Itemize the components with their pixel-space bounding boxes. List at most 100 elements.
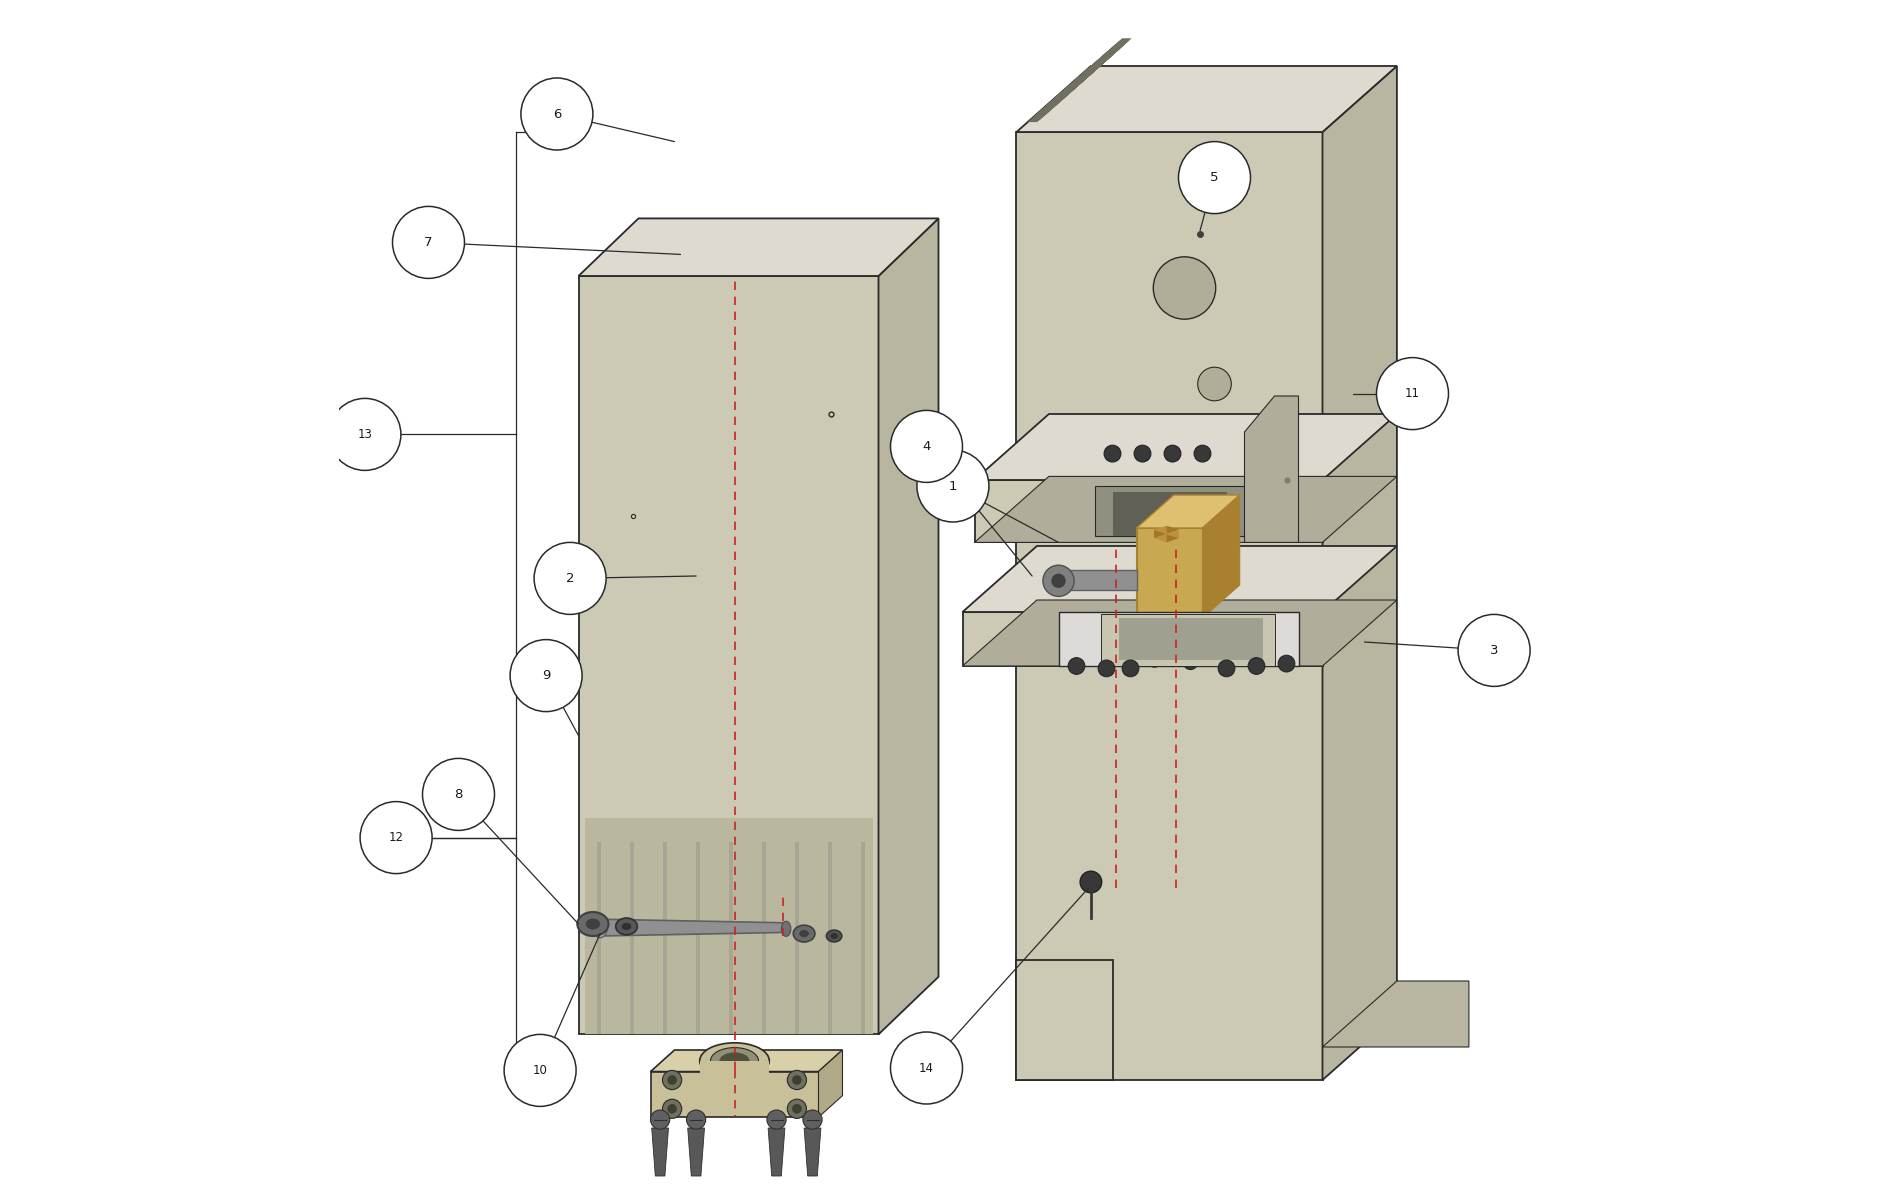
Polygon shape [1059,612,1299,666]
Polygon shape [644,818,651,1034]
Circle shape [1051,574,1066,588]
Polygon shape [1072,54,1115,84]
Circle shape [1458,614,1530,686]
Text: 1: 1 [948,480,957,492]
Polygon shape [1323,982,1470,1046]
Circle shape [1256,653,1269,667]
Polygon shape [584,818,873,1034]
Polygon shape [768,1128,785,1176]
Polygon shape [1062,61,1106,91]
Text: 7: 7 [424,236,434,248]
Polygon shape [1064,570,1136,590]
Ellipse shape [826,930,843,942]
Polygon shape [1085,41,1128,71]
Polygon shape [603,818,608,1034]
Polygon shape [1136,528,1203,618]
Circle shape [1220,655,1233,670]
Circle shape [522,78,593,150]
Text: 13: 13 [357,428,372,440]
Polygon shape [1094,486,1244,536]
Circle shape [1079,871,1102,893]
Polygon shape [1047,74,1091,104]
Circle shape [916,450,989,522]
Polygon shape [770,818,777,1034]
Circle shape [663,1070,681,1090]
Circle shape [1152,257,1216,319]
Circle shape [1068,658,1085,674]
Polygon shape [1203,494,1239,618]
Text: 5: 5 [1211,172,1218,184]
Polygon shape [1083,43,1126,73]
Circle shape [1218,660,1235,677]
Circle shape [786,1099,807,1118]
Polygon shape [794,842,800,1034]
Ellipse shape [781,922,790,936]
Circle shape [668,1075,678,1085]
Polygon shape [1154,529,1166,538]
Polygon shape [1068,56,1111,86]
Circle shape [1183,655,1198,670]
Circle shape [360,802,432,874]
Polygon shape [1017,132,1323,1080]
Circle shape [328,398,402,470]
Polygon shape [1166,534,1179,542]
Polygon shape [1051,72,1094,102]
Polygon shape [1042,79,1085,109]
Circle shape [535,542,606,614]
Polygon shape [728,818,734,1034]
Ellipse shape [593,918,608,937]
Polygon shape [1057,67,1100,96]
Circle shape [1248,658,1265,674]
Text: 3: 3 [1490,644,1498,656]
Polygon shape [974,476,1396,542]
Polygon shape [601,919,786,936]
Polygon shape [854,818,860,1034]
Polygon shape [1053,70,1096,98]
Circle shape [1098,660,1115,677]
Circle shape [786,1070,807,1090]
Ellipse shape [616,918,638,935]
Text: 2: 2 [565,572,574,584]
Circle shape [792,1075,801,1085]
Polygon shape [818,1050,843,1117]
Circle shape [890,1032,963,1104]
Circle shape [1122,660,1139,677]
Polygon shape [1166,529,1179,538]
Text: 12: 12 [389,832,404,844]
Circle shape [1376,358,1449,430]
Polygon shape [1119,618,1263,660]
Text: 4: 4 [922,440,931,452]
Ellipse shape [621,923,631,930]
Polygon shape [700,1061,770,1093]
Ellipse shape [700,1043,770,1079]
Polygon shape [687,1128,704,1176]
Circle shape [768,1110,786,1129]
Circle shape [1104,445,1121,462]
Polygon shape [1154,526,1166,534]
Polygon shape [728,842,734,1034]
Circle shape [890,410,963,482]
Polygon shape [1040,82,1083,112]
Polygon shape [1077,48,1121,78]
Polygon shape [974,480,1323,542]
Circle shape [422,758,494,830]
Circle shape [1179,142,1250,214]
Polygon shape [1079,46,1122,76]
Circle shape [1164,445,1181,462]
Polygon shape [1017,960,1113,1080]
Polygon shape [803,1128,820,1176]
Polygon shape [878,218,938,1034]
Ellipse shape [794,925,815,942]
Polygon shape [762,842,766,1034]
Polygon shape [1036,85,1079,114]
Text: 10: 10 [533,1064,548,1076]
Text: 8: 8 [454,788,464,800]
Polygon shape [687,818,693,1034]
Ellipse shape [830,934,837,938]
Circle shape [663,1099,681,1118]
Ellipse shape [800,930,809,937]
Circle shape [651,1110,670,1129]
Polygon shape [1136,494,1239,528]
Circle shape [392,206,464,278]
Polygon shape [1017,66,1396,132]
